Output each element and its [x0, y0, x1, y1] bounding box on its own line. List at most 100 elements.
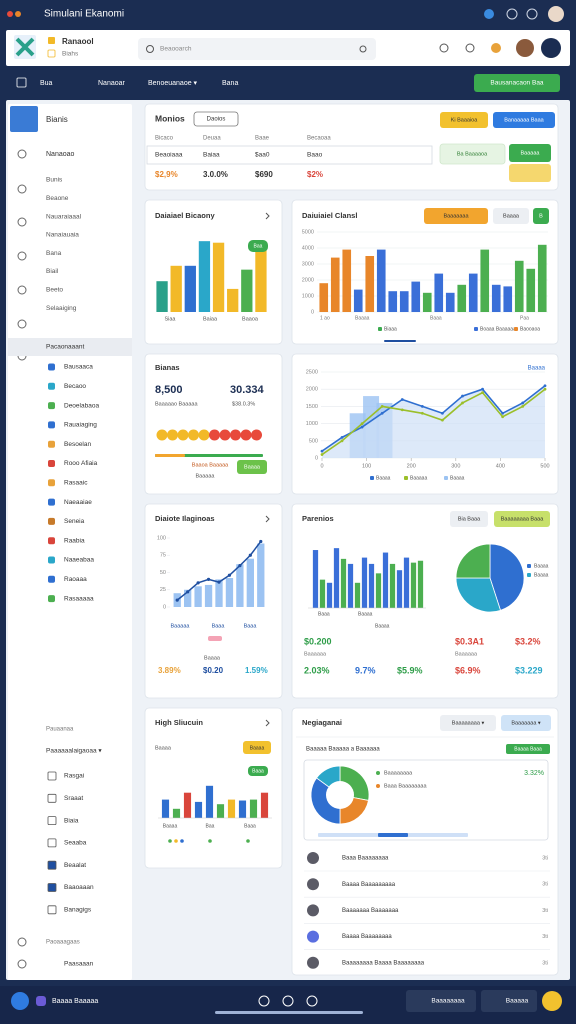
- sidebar-item[interactable]: Bana: [46, 250, 62, 257]
- button[interactable]: [493, 112, 555, 128]
- nav-action[interactable]: [474, 74, 560, 92]
- button-label[interactable]: Bia Baaa: [458, 516, 481, 522]
- taskbar-button-label[interactable]: Baaaaa: [506, 998, 529, 1005]
- button[interactable]: [424, 208, 488, 224]
- nav-action-label[interactable]: Bausanacaon Baa: [490, 80, 544, 87]
- point: [206, 577, 211, 582]
- sidebar-tool[interactable]: Baaoaaan: [64, 884, 94, 891]
- sidebar-item[interactable]: Beaone: [46, 195, 69, 202]
- window-avatar[interactable]: [548, 6, 564, 22]
- sidebar-app[interactable]: Rasaaic: [64, 480, 88, 487]
- sidebar-item[interactable]: Biail: [46, 268, 59, 275]
- tag-label[interactable]: Baaaa: [244, 464, 261, 470]
- sidebar-app[interactable]: Raabia: [64, 537, 85, 544]
- row-name[interactable]: Baaaaaaa Baaaaaaa: [342, 908, 399, 914]
- sidebar-item[interactable]: Bunis: [46, 177, 63, 184]
- app-icon: [48, 382, 55, 390]
- row-name[interactable]: Baaaa Baaaaaaaaa: [342, 882, 396, 888]
- sidebar-tool[interactable]: Seaaba: [64, 840, 87, 847]
- sidebar-item[interactable]: Nanaoao: [46, 151, 75, 158]
- filter-button[interactable]: [193, 111, 239, 127]
- sidebar-tool[interactable]: Sraaat: [64, 795, 83, 802]
- window-dot[interactable]: [7, 11, 13, 17]
- select-label[interactable]: Baaaaaaa ▾: [511, 720, 541, 726]
- window-icon[interactable]: [526, 8, 538, 20]
- legend-swatch: [527, 573, 531, 577]
- button-label[interactable]: Baaaa: [503, 213, 520, 219]
- progress-seg: [155, 454, 185, 457]
- sidebar-item[interactable]: Beeto: [46, 287, 63, 294]
- button-label[interactable]: Ki Baaaioa: [451, 117, 479, 123]
- taskbar-button[interactable]: [481, 990, 537, 1012]
- sidebar-app[interactable]: Naeaaiae: [64, 499, 92, 506]
- sidebar-app[interactable]: Raoaaa: [64, 576, 87, 583]
- sidebar-app[interactable]: Rooo Afiaia: [64, 460, 98, 467]
- sidebar-tool[interactable]: Biaia: [64, 817, 79, 824]
- button[interactable]: [440, 112, 488, 128]
- sidebar-app[interactable]: Deoelabaoa: [64, 402, 99, 409]
- nav-item[interactable]: Bua: [40, 80, 53, 87]
- button[interactable]: [493, 208, 529, 224]
- taskbar-button[interactable]: [406, 990, 476, 1012]
- button[interactable]: [533, 208, 549, 224]
- search-text[interactable]: Beaooarch: [160, 46, 192, 53]
- button[interactable]: [450, 511, 488, 527]
- window-icon[interactable]: [506, 8, 518, 20]
- button-label[interactable]: Baaaa: [250, 745, 265, 751]
- tag: [439, 143, 506, 165]
- sidebar-app[interactable]: Naaeabaa: [64, 557, 94, 564]
- taskbar-icon[interactable]: [306, 995, 318, 1007]
- row-name[interactable]: Baaa Baaaaaaaa: [342, 856, 389, 862]
- section-select[interactable]: Paaaaaalaigaoaa ▾: [46, 748, 102, 755]
- select-label[interactable]: Baaaaaaaa ▾: [452, 720, 485, 726]
- button-label[interactable]: Daoios: [207, 117, 226, 123]
- sidebar-app[interactable]: Bausaaca: [64, 364, 93, 371]
- y-tick-label: 25: [160, 587, 166, 593]
- select[interactable]: [440, 715, 496, 731]
- taskbar-icon[interactable]: [282, 995, 294, 1007]
- header-icon[interactable]: [491, 43, 501, 53]
- app-icon[interactable]: [36, 996, 46, 1006]
- start-icon[interactable]: [11, 992, 29, 1010]
- taskbar-avatar[interactable]: [542, 991, 562, 1011]
- tag[interactable]: [237, 460, 267, 474]
- sidebar-tool[interactable]: Rasgai: [64, 773, 84, 780]
- nav-item[interactable]: Benoeuanaoe ▾: [148, 80, 198, 87]
- row-name[interactable]: Baaaa Baaaaaaaa: [342, 934, 392, 940]
- search-box[interactable]: [138, 38, 376, 60]
- sidebar-app[interactable]: Besoelan: [64, 441, 91, 448]
- sidebar-item[interactable]: Nauaraiaaal: [46, 213, 82, 220]
- app-icon: [48, 440, 55, 448]
- table-cell: Baao: [307, 152, 323, 159]
- nav-item[interactable]: Bana: [222, 80, 238, 87]
- button-label[interactable]: Banaaaaa Baaa: [504, 117, 544, 123]
- taskbar-icon[interactable]: [258, 995, 270, 1007]
- sidebar-app[interactable]: Rasaaaaa: [64, 595, 94, 602]
- sidebar-item[interactable]: Pacaonaaant: [46, 344, 85, 351]
- row-name[interactable]: Baaaaaaaa Baaaa Baaaaaaaa: [342, 960, 425, 966]
- taskbar-button-label[interactable]: Baaaaaaaa: [431, 998, 465, 1005]
- button[interactable]: [494, 511, 550, 527]
- header-avatar[interactable]: [516, 39, 534, 57]
- header-avatar[interactable]: [541, 38, 561, 58]
- nav-item[interactable]: Nanaoar: [98, 80, 126, 87]
- sidebar-app[interactable]: Rauaiaging: [64, 422, 97, 429]
- window-icon[interactable]: [484, 9, 494, 19]
- sidebar-app[interactable]: Seneia: [64, 518, 85, 525]
- window-dot[interactable]: [15, 11, 21, 17]
- nav-icon[interactable]: [16, 77, 27, 88]
- sidebar-footer[interactable]: Paasaaan: [64, 961, 94, 968]
- pie-slice: [310, 777, 341, 825]
- sidebar-item[interactable]: Nanaiauaia: [46, 232, 79, 239]
- sidebar-item[interactable]: Selaaiging: [46, 305, 77, 312]
- select[interactable]: [501, 715, 551, 731]
- button-label[interactable]: B: [539, 213, 543, 219]
- button-label[interactable]: Baaaaaaa: [443, 213, 469, 219]
- sidebar-tool[interactable]: Banagigs: [64, 907, 92, 914]
- button-label[interactable]: Baaaaaaaa Baaa: [501, 516, 544, 522]
- sidebar-app[interactable]: Becaoo: [64, 383, 86, 390]
- header-icon[interactable]: [465, 43, 475, 53]
- header-icon[interactable]: [439, 43, 449, 53]
- button[interactable]: [243, 741, 271, 754]
- sidebar-tool[interactable]: Beaalat: [64, 862, 86, 869]
